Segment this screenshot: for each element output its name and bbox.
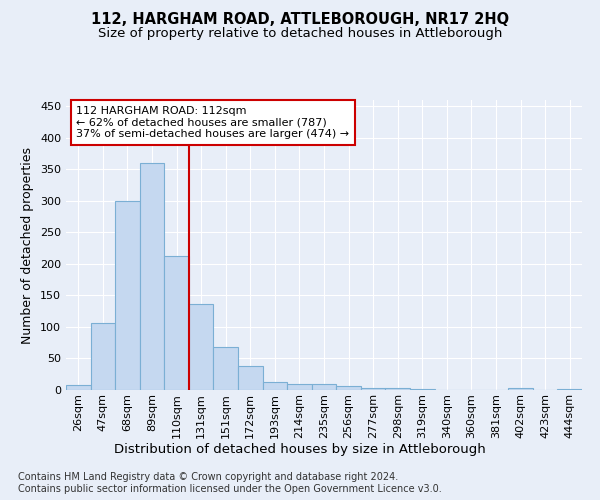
- Bar: [140, 163, 164, 390]
- Bar: [557, 388, 582, 390]
- Bar: [189, 304, 214, 390]
- Bar: [287, 384, 312, 390]
- Bar: [164, 256, 189, 390]
- Bar: [238, 366, 263, 390]
- Text: 112, HARGHAM ROAD, ATTLEBOROUGH, NR17 2HQ: 112, HARGHAM ROAD, ATTLEBOROUGH, NR17 2H…: [91, 12, 509, 28]
- Bar: [66, 385, 91, 390]
- Text: Contains HM Land Registry data © Crown copyright and database right 2024.: Contains HM Land Registry data © Crown c…: [18, 472, 398, 482]
- Bar: [115, 201, 140, 390]
- Bar: [410, 388, 434, 390]
- Text: Distribution of detached houses by size in Attleborough: Distribution of detached houses by size …: [114, 442, 486, 456]
- Bar: [508, 388, 533, 390]
- Bar: [336, 386, 361, 390]
- Text: 112 HARGHAM ROAD: 112sqm
← 62% of detached houses are smaller (787)
37% of semi-: 112 HARGHAM ROAD: 112sqm ← 62% of detach…: [76, 106, 349, 139]
- Y-axis label: Number of detached properties: Number of detached properties: [22, 146, 34, 344]
- Bar: [312, 384, 336, 390]
- Bar: [91, 322, 115, 390]
- Bar: [214, 347, 238, 390]
- Bar: [385, 388, 410, 390]
- Bar: [263, 382, 287, 390]
- Bar: [361, 388, 385, 390]
- Text: Contains public sector information licensed under the Open Government Licence v3: Contains public sector information licen…: [18, 484, 442, 494]
- Text: Size of property relative to detached houses in Attleborough: Size of property relative to detached ho…: [98, 28, 502, 40]
